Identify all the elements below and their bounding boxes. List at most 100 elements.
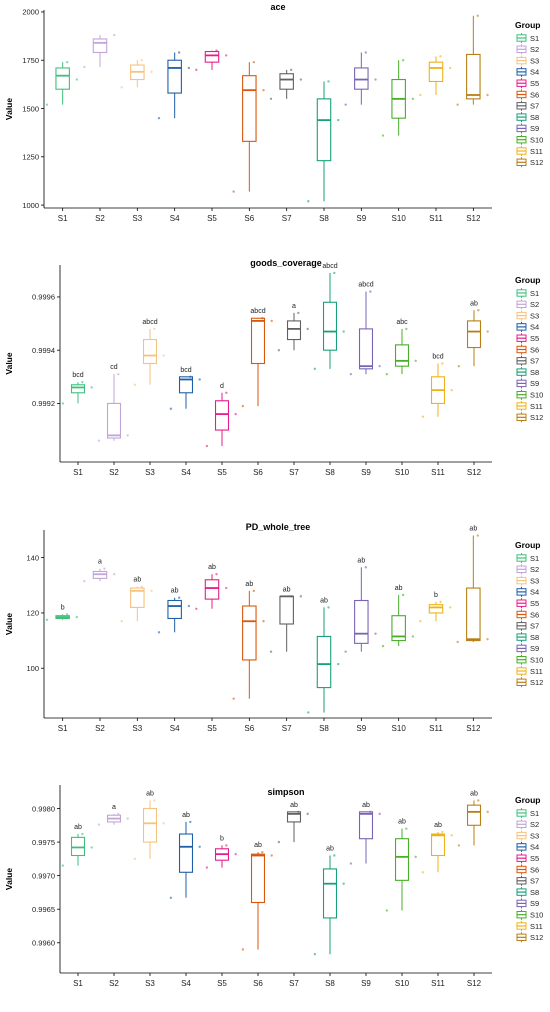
- box-s7: a: [277, 303, 309, 352]
- box-s2: [83, 33, 116, 69]
- legend-item-label: S5: [530, 599, 539, 608]
- data-point: [405, 327, 408, 331]
- y-tick-label: 0.9996: [32, 293, 55, 302]
- data-point: [205, 866, 209, 869]
- legend-item-label: S1: [530, 289, 539, 298]
- data-point: [241, 404, 245, 408]
- data-point: [133, 857, 137, 861]
- data-point: [75, 78, 79, 81]
- x-tick-label-s11: S11: [429, 214, 443, 223]
- legend-item-s7: S7: [516, 100, 539, 111]
- legend-item-s5: S5: [516, 78, 539, 89]
- data-point: [441, 362, 444, 365]
- data-point: [97, 439, 101, 442]
- legend-title: Group: [515, 540, 541, 550]
- data-point: [448, 66, 452, 70]
- legend-item-label: S6: [530, 865, 539, 874]
- data-point: [162, 354, 165, 357]
- box-s3: ab: [120, 577, 153, 623]
- significance-letter: bcd: [432, 354, 443, 361]
- legend-item-s11: S11: [516, 921, 543, 931]
- box-iqr: [242, 75, 257, 142]
- legend-item-s3: S3: [516, 55, 539, 66]
- legend-item-s8: S8: [516, 112, 539, 123]
- box-iqr: [466, 53, 481, 100]
- significance-letter: bcd: [72, 372, 83, 379]
- box-s3: [120, 59, 153, 89]
- box-iqr: [286, 320, 302, 341]
- box-s2: a: [97, 804, 129, 826]
- y-tick-label: 2000: [22, 8, 39, 17]
- x-tick-label-s4: S4: [181, 468, 191, 477]
- x-tick-label-s12: S12: [467, 979, 482, 988]
- box-s11: [419, 55, 452, 97]
- data-point: [307, 200, 310, 203]
- data-point: [224, 586, 228, 590]
- data-point: [90, 386, 93, 389]
- data-point: [215, 573, 218, 576]
- x-tick-label-s10: S10: [392, 214, 407, 223]
- data-point: [75, 615, 79, 619]
- box-s10: ab: [385, 819, 417, 912]
- x-tick-label-s12: S12: [467, 468, 482, 477]
- significance-letter: ab: [470, 300, 478, 307]
- box-iqr: [428, 604, 444, 614]
- x-tick-label-s10: S10: [395, 979, 410, 988]
- chart-panel-4: simpson 0.9960 0.9965 0.9970 0.9975 0.9980 Val…: [4, 785, 543, 988]
- data-point: [369, 810, 372, 814]
- legend-item-label: S9: [530, 379, 539, 388]
- x-tick-label-s8: S8: [325, 979, 335, 988]
- box-s11: bcd: [421, 354, 453, 418]
- box-iqr: [466, 587, 481, 642]
- box-iqr: [466, 320, 482, 349]
- data-point: [153, 327, 156, 331]
- data-point: [306, 327, 309, 331]
- data-point: [189, 820, 192, 824]
- significance-letter: ab: [362, 802, 370, 809]
- data-point: [344, 650, 347, 653]
- data-point: [169, 896, 173, 899]
- x-tick-label-s3: S3: [132, 214, 142, 223]
- data-point: [364, 51, 368, 54]
- data-point: [112, 33, 116, 37]
- data-point: [195, 607, 198, 610]
- data-point: [277, 348, 281, 352]
- legend-item-s6: S6: [516, 89, 539, 100]
- significance-letter: ab: [470, 790, 478, 797]
- data-point: [333, 271, 336, 275]
- x-tick-label-s11: S11: [431, 468, 445, 477]
- legend-item-label: S10: [530, 656, 543, 665]
- y-tick-label: 0.9994: [32, 346, 55, 355]
- legend-item-s2: S2: [516, 564, 539, 575]
- box-iqr: [242, 605, 257, 661]
- x-tick-label-s5: S5: [217, 468, 227, 477]
- data-point: [153, 799, 156, 802]
- legend-item-s12: S12: [516, 677, 543, 688]
- legend-item-label: S4: [530, 68, 539, 77]
- legend-item-label: S8: [530, 633, 539, 642]
- legend-item-s6: S6: [516, 864, 539, 875]
- data-point: [374, 632, 377, 635]
- x-tick-label-s8: S8: [319, 724, 329, 733]
- data-point: [261, 317, 264, 320]
- data-point: [120, 620, 123, 623]
- box-s1: [45, 60, 79, 106]
- legend-item-s5: S5: [516, 853, 539, 864]
- legend-item-label: S11: [530, 147, 543, 156]
- data-point: [261, 850, 264, 854]
- legend-item-label: S12: [530, 678, 543, 687]
- box-s10: abc: [385, 319, 417, 376]
- box-s12: [456, 14, 489, 106]
- data-point: [150, 70, 153, 74]
- y-tick-label: 0.9980: [32, 804, 55, 813]
- data-point: [342, 330, 345, 333]
- significance-letter: cd: [110, 364, 118, 371]
- x-tick-label-s1: S1: [58, 724, 68, 733]
- significance-letter: ab: [290, 802, 298, 809]
- legend-item-label: S8: [530, 368, 539, 377]
- x-tick-label-s9: S9: [356, 214, 366, 223]
- significance-letter: b: [434, 592, 438, 599]
- significance-letter: ab: [74, 824, 82, 831]
- data-point: [45, 103, 49, 106]
- data-point: [476, 14, 480, 17]
